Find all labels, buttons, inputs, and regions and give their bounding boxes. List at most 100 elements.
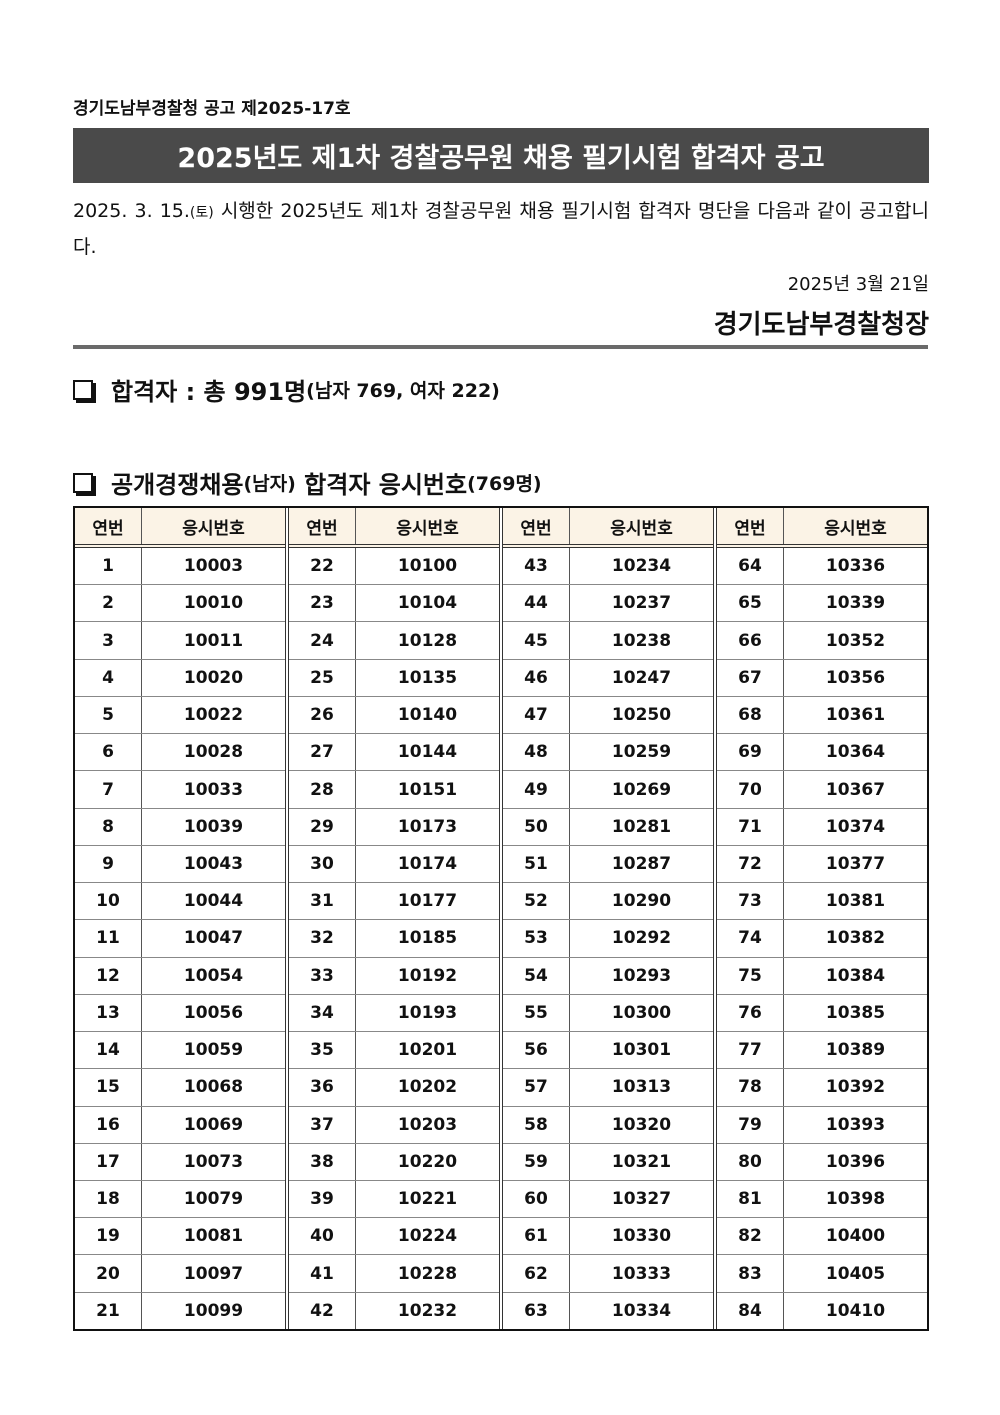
table-row: 18 10079 — [75, 1179, 285, 1218]
cell-no: 73 — [717, 883, 784, 920]
table-row: 60 10327 — [503, 1179, 713, 1218]
table-row: 15 10068 — [75, 1068, 285, 1106]
cell-exam-id: 10410 — [825, 1300, 886, 1321]
cell-no: 52 — [503, 883, 570, 920]
cell-exam-id: 10384 — [825, 965, 886, 986]
table-row: 35 10201 — [289, 1031, 499, 1069]
cell-no: 63 — [503, 1292, 570, 1329]
cell-no: 84 — [717, 1292, 784, 1329]
table-header: 연번 응시번호 — [75, 508, 285, 548]
issuer: 경기도남부경찰청장 — [713, 310, 929, 340]
cell-no: 43 — [503, 548, 570, 585]
intro-paragraph: 2025. 3. 15.(토) 시행한 2025년도 제1차 경찰공무원 채용 … — [73, 194, 929, 264]
cell-no: 78 — [717, 1069, 784, 1106]
cell-no: 65 — [717, 585, 784, 622]
table-row: 76 10385 — [717, 993, 927, 1032]
cell-exam-id: 10069 — [183, 1114, 244, 1135]
cell-exam-id: 10321 — [611, 1151, 672, 1172]
document-number: 경기도남부경찰청 공고 제2025-17호 — [73, 99, 351, 119]
cell-exam-id: 10336 — [825, 556, 886, 577]
cell-exam-id: 10293 — [611, 965, 672, 986]
cell-exam-id: 10313 — [611, 1077, 672, 1098]
intro-text: 시행한 2025년도 제1차 경찰공무원 채용 필기시험 합격자 명단을 다음과… — [73, 200, 929, 258]
table-row: 11 10047 — [75, 919, 285, 957]
cell-exam-id: 10334 — [611, 1300, 672, 1321]
cell-no: 40 — [289, 1218, 356, 1255]
cell-exam-id: 10250 — [611, 705, 672, 726]
table-row: 81 10398 — [717, 1179, 927, 1218]
cell-exam-id: 10022 — [183, 705, 244, 726]
table-row: 23 10104 — [289, 584, 499, 622]
table-row: 62 10333 — [503, 1254, 713, 1292]
table-row: 20 10097 — [75, 1254, 285, 1292]
cell-no: 31 — [289, 883, 356, 920]
cell-exam-id: 10396 — [825, 1151, 886, 1172]
table-row: 40 10224 — [289, 1217, 499, 1255]
header-no: 연번 — [717, 508, 784, 544]
cell-no: 69 — [717, 734, 784, 771]
table-row: 33 10192 — [289, 956, 499, 994]
table-header: 연번 응시번호 — [503, 508, 713, 548]
cell-exam-id: 10301 — [611, 1040, 672, 1061]
header-no: 연번 — [289, 508, 356, 544]
cell-no: 19 — [75, 1218, 142, 1255]
cell-no: 5 — [75, 696, 142, 734]
cell-exam-id: 10224 — [397, 1226, 458, 1247]
header-no: 연번 — [503, 508, 570, 544]
cell-no: 54 — [503, 957, 570, 994]
cell-exam-id: 10144 — [397, 742, 458, 763]
table-row: 26 10140 — [289, 695, 499, 734]
table-row: 5 10022 — [75, 695, 285, 734]
cell-exam-id: 10202 — [397, 1077, 458, 1098]
cell-no: 25 — [289, 659, 356, 696]
cell-exam-id: 10259 — [611, 742, 672, 763]
cell-no: 10 — [75, 883, 142, 920]
divider — [73, 345, 928, 349]
cell-no: 60 — [503, 1180, 570, 1218]
cell-exam-id: 10128 — [397, 630, 458, 651]
cell-exam-id: 10398 — [825, 1189, 886, 1210]
cell-no: 51 — [503, 845, 570, 883]
cell-no: 58 — [503, 1106, 570, 1143]
cell-exam-id: 10028 — [183, 742, 244, 763]
cell-no: 7 — [75, 771, 142, 808]
table-row: 79 10393 — [717, 1105, 927, 1143]
table-row: 45 10238 — [503, 621, 713, 659]
table-row: 83 10405 — [717, 1254, 927, 1292]
table-row: 41 10228 — [289, 1254, 499, 1292]
table-row: 47 10250 — [503, 695, 713, 734]
table-row: 69 10364 — [717, 733, 927, 771]
table-row: 73 10381 — [717, 882, 927, 920]
table-header: 연번 응시번호 — [717, 508, 927, 548]
table-row: 34 10193 — [289, 993, 499, 1032]
header-id: 응시번호 — [396, 518, 459, 539]
cell-no: 4 — [75, 659, 142, 696]
cell-exam-id: 10203 — [397, 1114, 458, 1135]
table-row: 31 10177 — [289, 882, 499, 920]
cell-exam-id: 10392 — [825, 1077, 886, 1098]
table-column-group: 연번 응시번호 64 10336 65 10339 66 10352 67 10356 68 1036… — [713, 508, 927, 1329]
table-row: 56 10301 — [503, 1031, 713, 1069]
table-row: 78 10392 — [717, 1068, 927, 1106]
table-row: 7 10033 — [75, 770, 285, 808]
cell-no: 67 — [717, 659, 784, 696]
cell-no: 34 — [289, 994, 356, 1032]
cell-exam-id: 10292 — [611, 928, 672, 949]
cell-no: 81 — [717, 1180, 784, 1218]
cell-exam-id: 10281 — [611, 816, 672, 837]
cell-no: 18 — [75, 1180, 142, 1218]
cell-exam-id: 10054 — [183, 965, 244, 986]
cell-no: 12 — [75, 957, 142, 994]
table-row: 70 10367 — [717, 770, 927, 808]
section-label: 공개경쟁채용 — [111, 471, 244, 499]
cell-no: 23 — [289, 585, 356, 622]
cell-exam-id: 10400 — [825, 1226, 886, 1247]
cell-exam-id: 10174 — [397, 853, 458, 874]
summary-label: 합격자 : 총 991명 — [111, 378, 307, 406]
table-row: 16 10069 — [75, 1105, 285, 1143]
cell-no: 32 — [289, 920, 356, 957]
checkbox-bullet-icon — [73, 472, 93, 493]
table-row: 46 10247 — [503, 658, 713, 696]
cell-no: 50 — [503, 808, 570, 845]
cell-no: 72 — [717, 845, 784, 883]
